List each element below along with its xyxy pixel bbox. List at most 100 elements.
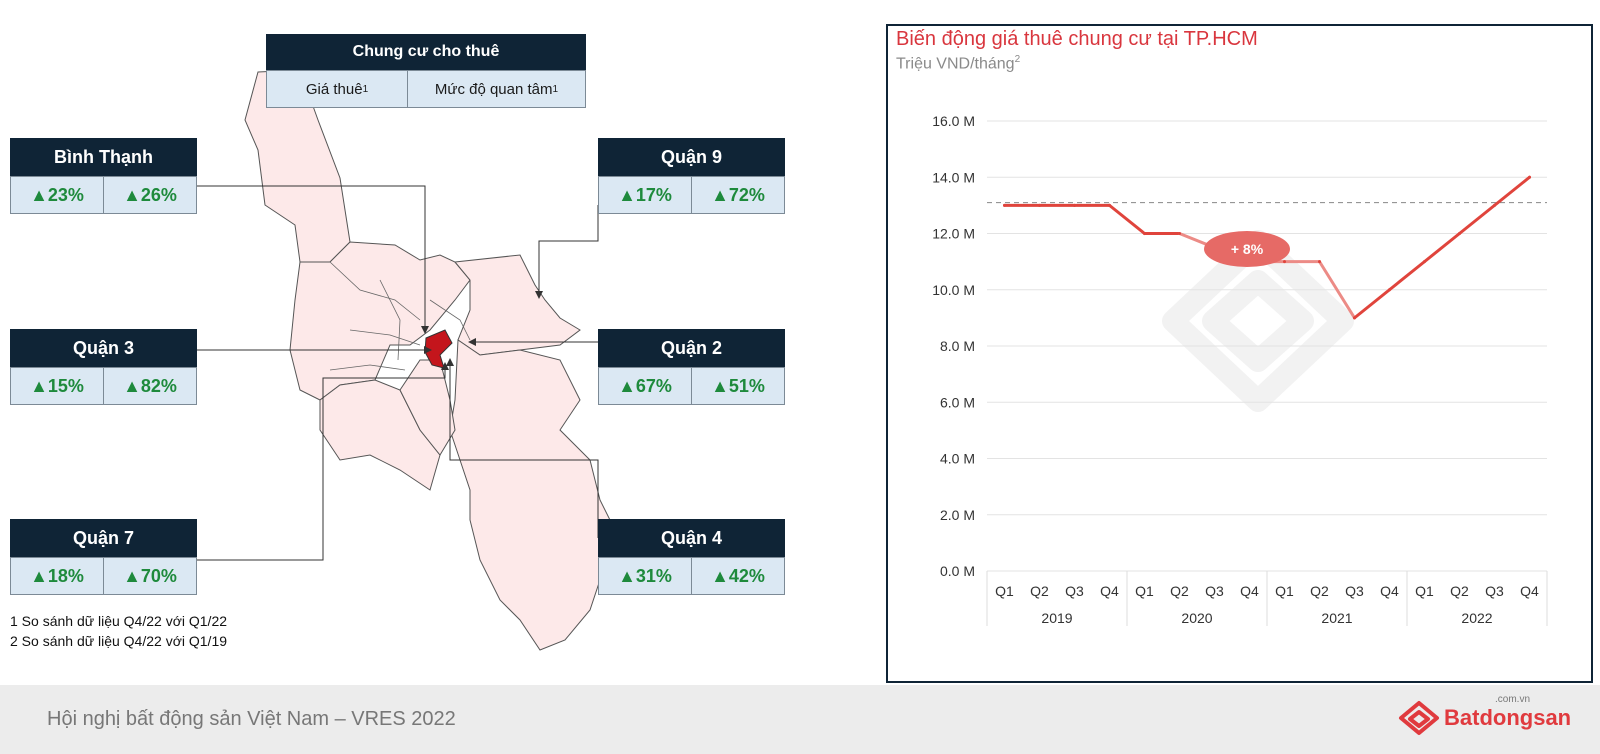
year-label: 2020 — [1181, 610, 1212, 626]
series-line-segment — [1458, 203, 1496, 235]
district-name: Quận 2 — [598, 329, 785, 367]
year-label: 2019 — [1041, 610, 1072, 626]
batdongsan-logo-icon — [1399, 701, 1439, 735]
series-line-segment — [1108, 203, 1146, 235]
x-tick-label: Q2 — [1170, 583, 1189, 599]
annotation-bubble — [1204, 230, 1290, 267]
district-interest-change: ▲70% — [123, 565, 177, 586]
district-values: ▲18% ▲70% — [10, 557, 197, 595]
map-south-east-region — [449, 339, 621, 651]
watermark-logo — [1162, 230, 1354, 412]
district-values: ▲31% ▲42% — [598, 557, 785, 595]
district-name: Quận 9 — [598, 138, 785, 176]
hcmc-district-map — [196, 69, 621, 651]
series-line-segment — [1388, 260, 1426, 292]
district-box-quan-4: Quận 4 ▲31% ▲42% — [598, 519, 785, 595]
legend-columns: Giá thuê 1 Mức độ quan tâm 1 — [266, 70, 586, 108]
x-tick-label: Q4 — [1240, 583, 1259, 599]
district-values: ▲67% ▲51% — [598, 367, 785, 405]
x-tick-label: Q4 — [1380, 583, 1399, 599]
footnote-1: 1 So sánh dữ liệu Q4/22 với Q1/22 — [10, 613, 228, 629]
data-point — [1108, 203, 1111, 207]
district-box-quan-7: Quận 7 ▲18% ▲70% — [10, 519, 197, 595]
legend-col-interest-label: Mức độ quan tâm — [434, 80, 553, 98]
district-name: Quận 3 — [10, 329, 197, 367]
y-tick-label: 4.0 M — [940, 451, 975, 467]
x-tick-label: Q3 — [1065, 583, 1084, 599]
district-box-quan-3: Quận 3 ▲15% ▲82% — [10, 329, 197, 405]
district-values: ▲17% ▲72% — [598, 176, 785, 214]
data-point — [1423, 260, 1426, 264]
data-point — [1003, 203, 1006, 207]
series-line-segment — [1353, 288, 1391, 320]
legend-col-price: Giá thuê 1 — [267, 71, 408, 107]
map-south-west-region — [319, 379, 441, 491]
legend-col-price-sup: 1 — [362, 83, 369, 95]
footer-bar — [0, 685, 1600, 754]
x-tick-label: Q1 — [1415, 583, 1434, 599]
x-tick-label: Q4 — [1100, 583, 1119, 599]
x-tick-label: Q4 — [1520, 583, 1539, 599]
map-highlight-district-1 — [424, 329, 453, 369]
district-interest-change: ▲26% — [123, 184, 177, 205]
series-line-segment — [1318, 260, 1356, 320]
data-point — [1528, 175, 1531, 179]
district-values: ▲15% ▲82% — [10, 367, 197, 405]
series-line-segment — [1493, 175, 1531, 207]
data-point — [1493, 203, 1496, 207]
chart-subtitle-sup: 2 — [1014, 54, 1021, 65]
y-tick-label: 12.0 M — [932, 226, 975, 242]
district-name: Bình Thạnh — [10, 138, 197, 176]
logo-domain: .com.vn — [1495, 694, 1531, 705]
district-interest-change: ▲42% — [711, 565, 765, 586]
map-center-west — [399, 359, 456, 456]
data-point — [1038, 203, 1041, 207]
district-values: ▲23% ▲26% — [10, 176, 197, 214]
data-point — [1283, 260, 1286, 264]
y-tick-label: 0.0 M — [940, 563, 975, 579]
x-tick-label: Q1 — [1275, 583, 1294, 599]
logo-wordmark: Batdongsan — [1444, 705, 1572, 730]
data-point — [1353, 316, 1356, 320]
data-point — [1178, 232, 1181, 235]
data-point — [1143, 232, 1146, 235]
data-point — [1458, 232, 1461, 235]
chart-title: Biến động giá thuê chung cư tại TP.HCM — [896, 28, 1258, 50]
x-tick-label: Q3 — [1205, 583, 1224, 599]
district-interest-change: ▲72% — [711, 184, 765, 205]
data-point — [1073, 203, 1076, 207]
y-tick-label: 10.0 M — [932, 282, 975, 298]
y-tick-label: 16.0 M — [932, 113, 975, 129]
district-price-change: ▲67% — [599, 368, 692, 404]
year-label: 2022 — [1461, 610, 1492, 626]
district-box-quan-2: Quận 2 ▲67% ▲51% — [598, 329, 785, 405]
x-tick-label: Q2 — [1310, 583, 1329, 599]
x-tick-label: Q2 — [1450, 583, 1469, 599]
watermark-shape — [1162, 230, 1354, 412]
map-east-region — [454, 254, 581, 356]
district-price-change: ▲17% — [599, 177, 692, 213]
footnote-2: 2 So sánh dữ liệu Q4/22 với Q1/19 — [10, 633, 228, 649]
legend-col-interest: Mức độ quan tâm 1 — [408, 71, 585, 107]
x-tick-label: Q3 — [1485, 583, 1504, 599]
district-interest-change: ▲51% — [711, 375, 765, 396]
y-tick-label: 8.0 M — [940, 338, 975, 354]
x-tick-label: Q3 — [1345, 583, 1364, 599]
district-price-change: ▲15% — [11, 368, 104, 404]
series-line-segment — [1423, 232, 1461, 264]
district-price-change: ▲18% — [11, 558, 104, 594]
x-tick-label: Q1 — [1135, 583, 1154, 599]
district-box-binh-thanh: Bình Thạnh ▲23% ▲26% — [10, 138, 197, 214]
data-point — [1318, 260, 1321, 264]
year-label: 2021 — [1321, 610, 1352, 626]
district-interest-change: ▲82% — [123, 375, 177, 396]
watermark-shape — [1202, 270, 1314, 372]
district-name: Quận 7 — [10, 519, 197, 557]
x-tick-label: Q1 — [995, 583, 1014, 599]
legend-col-interest-sup: 1 — [552, 83, 559, 95]
rent-price-line-chart: 0.0 M 2.0 M 4.0 M 6.0 M 8.0 M 10.0 M 12.0 M 14.… — [932, 113, 1548, 626]
batdongsan-logo: Batdongsan .com.vn — [1398, 694, 1572, 736]
y-tick-label: 2.0 M — [940, 507, 975, 523]
data-point — [1388, 288, 1391, 292]
y-tick-label: 14.0 M — [932, 169, 975, 185]
